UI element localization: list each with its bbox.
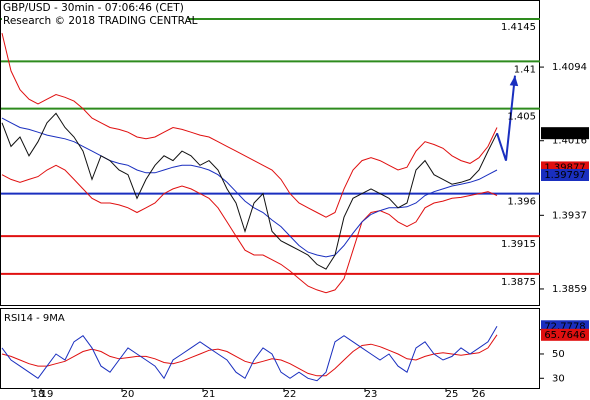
price-frame <box>0 0 540 306</box>
price-marker-label: 1.4024 <box>548 128 583 139</box>
header-bg <box>2 2 188 28</box>
y-tick-label: 1.3937 <box>552 210 587 221</box>
x-tick-label: 22 <box>284 389 297 400</box>
series-line <box>1 164 498 294</box>
rsi-title: RSI14 - 9MA <box>4 313 65 324</box>
x-tick-label: 23 <box>365 389 378 400</box>
price-marker <box>541 127 589 140</box>
level-label: 1.405 <box>507 112 536 123</box>
forecast-arrowhead <box>509 75 519 87</box>
rsi-frame <box>0 308 540 389</box>
series-line <box>1 112 498 270</box>
series-line <box>1 32 498 218</box>
subtitle: Research © 2018 TRADING CENTRAL <box>3 15 198 27</box>
title: GBP/USD - 30min - 07:06:46 (CET) <box>3 2 184 14</box>
plots <box>1 17 540 382</box>
y-tick-label: 1.3859 <box>552 284 587 295</box>
price-marker <box>541 168 589 181</box>
y-tick-label: 30 <box>552 373 565 384</box>
price-marker-label: 65.7646 <box>544 330 585 341</box>
y-tick-label: 50 <box>552 349 565 360</box>
series-line <box>1 117 498 258</box>
x-tick-label: 21 <box>203 389 216 400</box>
level-label: 1.41 <box>514 64 536 75</box>
series-line <box>1 334 498 377</box>
price-marker-label: 1.39877 <box>544 162 585 173</box>
level-label: 1.3875 <box>501 277 536 288</box>
x-tick-label: 20 <box>122 389 135 400</box>
x-tick-label: 18 <box>32 389 45 400</box>
series-line <box>496 75 516 161</box>
y-tick-label: 1.4016 <box>552 136 587 147</box>
level-label: 1.396 <box>507 197 536 208</box>
price-marker <box>541 328 589 341</box>
level-label: 1.3915 <box>501 239 536 250</box>
level-label: 1.4145 <box>501 22 536 33</box>
y-tick-label: 1.4094 <box>552 62 587 73</box>
x-tick-label: 25 <box>446 389 459 400</box>
series-line <box>1 326 498 382</box>
price-marker-label: 72.7778 <box>544 321 585 332</box>
price-marker-label: 1.39797 <box>544 170 585 181</box>
x-tick-label: 26 <box>473 389 486 400</box>
x-tick-label: 19 <box>41 389 54 400</box>
